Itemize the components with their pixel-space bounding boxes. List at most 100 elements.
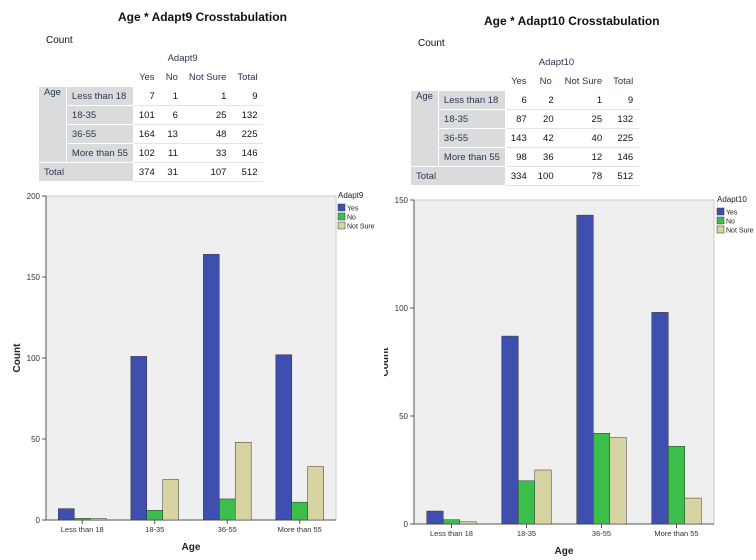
table-row: More than 55 98 36 12 146 [411,147,640,167]
table-row-total: Total 374 31 107 512 [38,162,264,182]
y-tick-label: 0 [404,520,409,529]
legend-title: Adapt9 [338,191,364,200]
cell: 1 [182,86,233,106]
x-tick-label: 36-55 [218,525,237,534]
legend-swatch [337,212,346,221]
bar-yes [58,508,75,521]
table-row: Age Less than 18 7 1 1 9 [38,86,264,163]
cell: 146 [607,147,640,167]
cell: 87 [504,109,533,129]
cell: 225 [607,128,640,148]
col-header: Not Sure [182,67,233,87]
cell: 102 [132,143,161,163]
legend-swatch [337,221,346,230]
cell: 40 [558,128,609,148]
table-row: Age Less than 18 6 2 1 9 [410,90,640,167]
legend-swatch [716,216,725,225]
bar-not-sure [459,521,477,525]
legend-label: Yes [726,210,738,217]
col-header: Yes [504,71,533,91]
cell: 6 [504,90,533,110]
bar-not-sure [89,518,107,521]
col-header: No [159,67,184,87]
bar-no [219,498,236,521]
cell: 164 [132,124,161,144]
bar-yes [576,214,594,525]
y-axis-label: Count [384,347,391,377]
x-tick-label: 18-35 [145,525,164,534]
legend-swatch [716,207,725,216]
cell: 33 [182,143,233,163]
bar-not-sure [534,469,552,525]
cell: 7 [132,86,161,106]
legend-label: Yes [347,206,359,213]
table-row-total: Total 334 100 78 512 [410,166,640,186]
table-row: 18-35 87 20 25 132 [411,109,640,129]
cell: 143 [504,128,533,148]
cell: 374 [132,162,161,182]
total-label: Total [38,162,134,182]
count-label: Count [46,35,73,46]
row-label: 18-35 [437,109,506,129]
cell: 42 [531,128,560,148]
cell: 225 [231,124,264,144]
y-axis-label: Count [12,343,23,373]
row-label: 36-55 [437,128,506,148]
bar-chart-adapt9: 0 50 100 150 200 Less than 18 18-35 36-55 More t… [12,191,375,553]
plot-area [45,195,337,521]
bar-no [146,510,163,521]
cell: 1 [558,90,609,110]
cell: 146 [231,143,264,163]
row-label: Less than 18 [65,86,134,106]
cell: 13 [159,124,184,144]
bar-no [668,445,685,525]
legend-label: Not Sure [347,224,375,231]
cell: 512 [231,162,264,182]
table-row: 36-55 143 42 40 225 [411,128,640,148]
bar-yes [501,335,519,525]
cell: 20 [531,109,560,129]
cell: 98 [504,147,533,167]
total-label: Total [410,166,506,186]
bar-yes [130,356,148,521]
row-label: More than 55 [437,147,506,167]
cell: 334 [504,166,533,186]
bar-no [291,501,308,521]
x-tick-label: Less than 18 [430,529,473,538]
cell: 132 [607,109,640,129]
bar-yes [275,354,293,521]
cell: 48 [182,124,233,144]
cell: 36 [531,147,560,167]
x-tick-label: 18-35 [517,529,536,538]
cell: 512 [607,166,640,186]
legend-swatch [337,203,346,212]
table-title: Age * Adapt9 Crosstabulation [118,10,287,24]
bar-no [518,480,535,525]
legend-label: No [347,215,356,222]
cell: 9 [607,90,640,110]
y-tick-label: 200 [27,192,41,201]
bar-yes [426,510,444,525]
row-label: 18-35 [65,105,134,125]
col-header: Yes [132,67,161,87]
row-label: 36-55 [65,124,134,144]
y-tick-label: 100 [27,354,41,363]
x-tick-label: Less than 18 [61,525,104,534]
y-tick-label: 50 [31,435,40,444]
cell: 11 [159,143,184,163]
cell: 31 [159,162,184,182]
cell: 1 [159,86,184,106]
cell: 78 [558,166,609,186]
legend-label: No [726,219,735,226]
bar-yes [203,254,220,521]
col-header: Total [231,67,264,87]
column-variable-header: Adapt9 [132,48,233,68]
row-variable-label: Age [410,90,439,167]
x-axis-label: Age [555,546,574,557]
legend-title: Adapt10 [717,195,747,204]
bar-yes [651,312,669,525]
legend-label: Not Sure [726,228,754,235]
y-tick-label: 100 [395,304,409,313]
bar-not-sure [609,437,627,525]
cell: 12 [558,147,609,167]
